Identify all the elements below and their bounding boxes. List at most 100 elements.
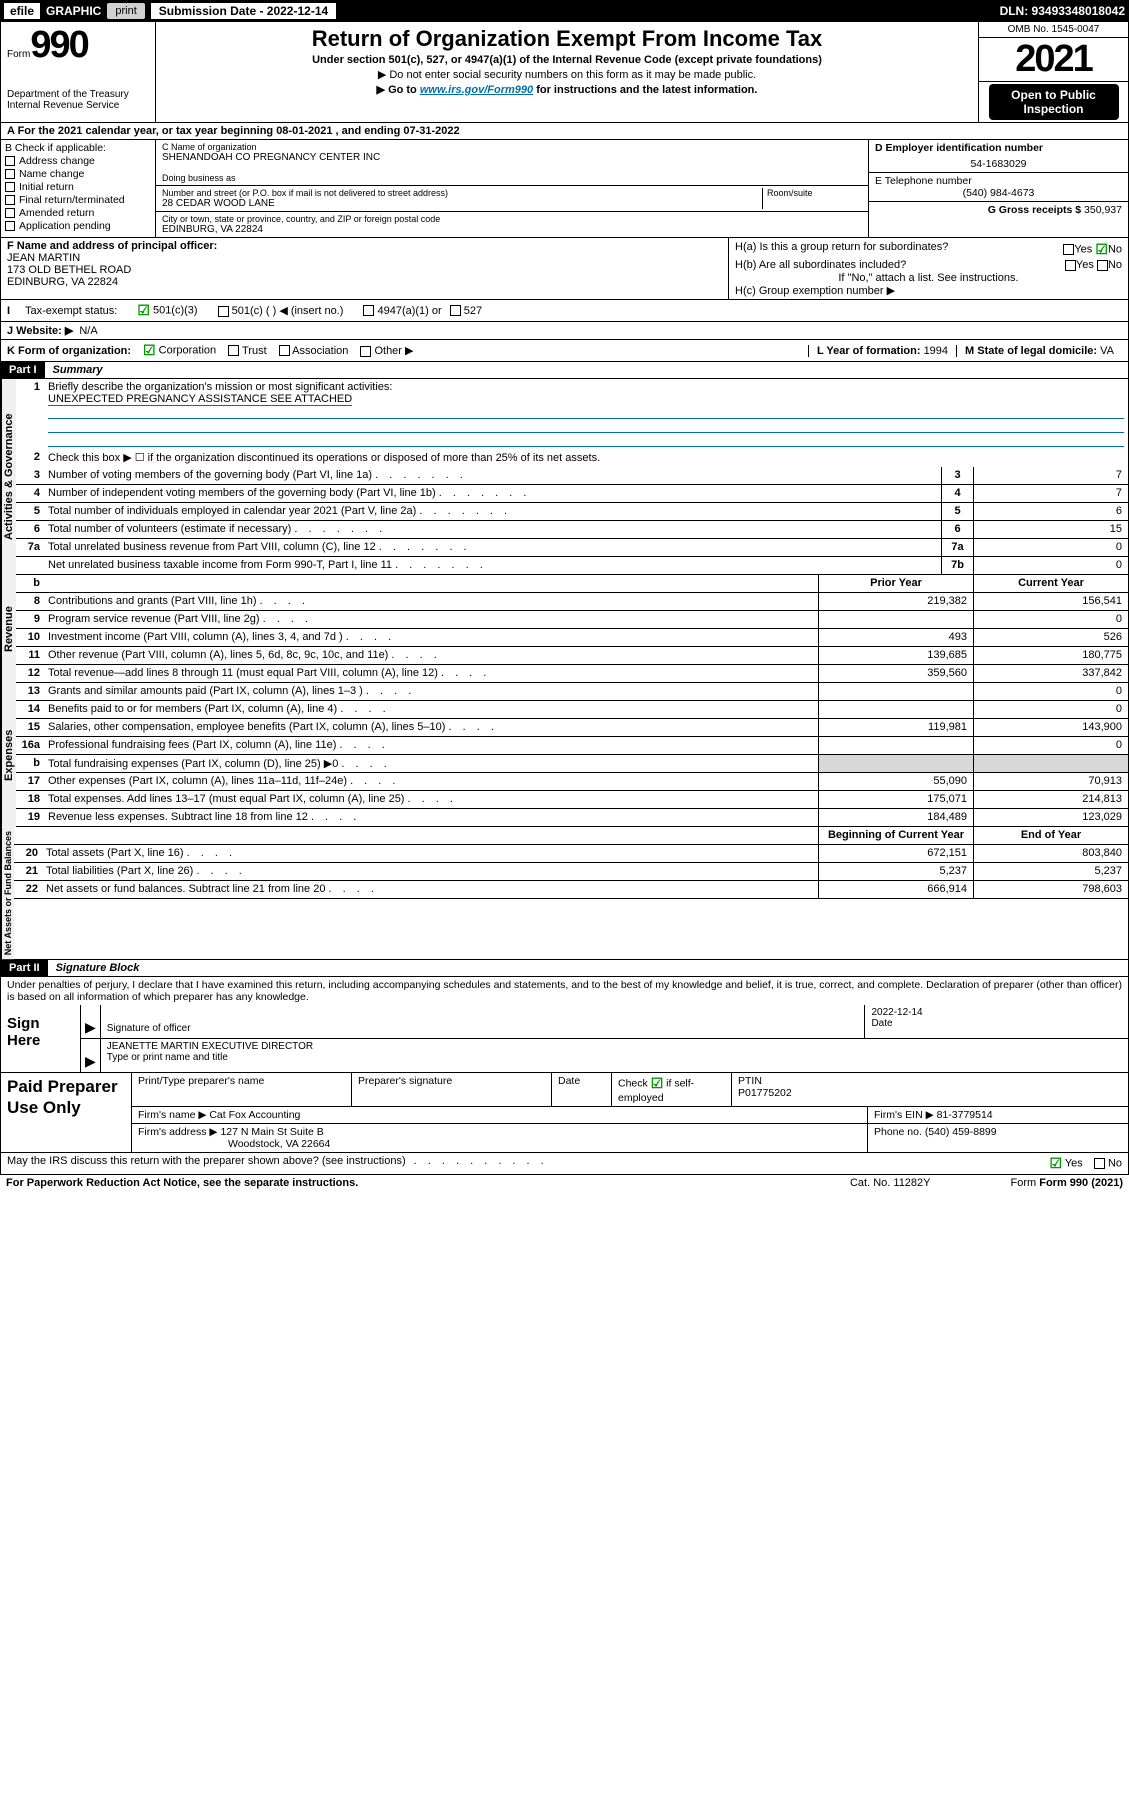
part1-title: Summary <box>45 362 111 378</box>
street-address: 28 CEDAR WOOD LANE <box>162 198 762 209</box>
check-applicable-label: B Check if applicable: <box>5 142 151 154</box>
ha-yes[interactable]: Yes <box>1074 243 1092 255</box>
discuss-label: May the IRS discuss this return with the… <box>7 1155 406 1172</box>
state-label: M State of legal domicile: <box>965 345 1097 357</box>
summary-row: 19Revenue less expenses. Subtract line 1… <box>16 809 1128 827</box>
firm-name: Cat Fox Accounting <box>209 1109 300 1121</box>
subtitle-3: ▶ Go to www.irs.gov/Form990 for instruct… <box>164 83 970 96</box>
irs-label: Internal Revenue Service <box>7 100 149 111</box>
header-mid: Return of Organization Exempt From Incom… <box>156 22 978 122</box>
form-footer: Form 990 (2021) <box>1039 1177 1123 1189</box>
other-opt[interactable]: Other ▶ <box>374 345 413 357</box>
website-value: N/A <box>79 325 97 337</box>
room-label: Room/suite <box>767 188 862 198</box>
summary-row: 10Investment income (Part VIII, column (… <box>16 629 1128 647</box>
paid-preparer-section: Paid Preparer Use Only Print/Type prepar… <box>0 1073 1129 1153</box>
527-opt[interactable]: 527 <box>464 305 482 317</box>
summary-row: 18Total expenses. Add lines 13–17 (must … <box>16 791 1128 809</box>
governance-label: Activities & Governance <box>1 379 16 575</box>
summary-row: 9Program service revenue (Part VIII, lin… <box>16 611 1128 629</box>
top-bar: efile GRAPHIC print Submission Date - 20… <box>0 0 1129 22</box>
discuss-no[interactable]: No <box>1108 1158 1122 1170</box>
ptin-label: PTIN <box>738 1075 762 1087</box>
header-row: Form990 Department of the Treasury Inter… <box>0 22 1129 123</box>
check-icon: ☑ <box>651 1075 664 1091</box>
part1-badge: Part I <box>1 362 45 378</box>
form-org-label: K Form of organization: <box>7 345 131 357</box>
ha-no[interactable]: No <box>1108 243 1122 255</box>
revenue-section: Revenue bPrior YearCurrent Year 8Contrib… <box>0 575 1129 683</box>
cat-no: Cat. No. 11282Y <box>850 1177 931 1189</box>
gross-value: 350,937 <box>1084 204 1122 216</box>
city-value: EDINBURG, VA 22824 <box>162 224 862 235</box>
firm-name-label: Firm's name ▶ <box>138 1109 206 1121</box>
print-button[interactable]: print <box>107 3 144 19</box>
sign-here-label: Sign Here <box>1 1005 81 1072</box>
prior-year-hdr: Prior Year <box>818 575 973 592</box>
tax-year-dates: A For the 2021 calendar year, or tax yea… <box>7 125 460 137</box>
check-icon: ☑ <box>1049 1155 1062 1171</box>
summary-row: 16aProfessional fundraising fees (Part I… <box>16 737 1128 755</box>
sig-date-label: Date <box>871 1018 892 1029</box>
col-b: B Check if applicable: Address change Na… <box>1 140 156 237</box>
summary-row: Net unrelated business taxable income fr… <box>16 557 1128 575</box>
row-k: K Form of organization: ☑ Corporation Tr… <box>0 340 1129 362</box>
year-form-val: 1994 <box>924 345 948 357</box>
summary-row: 22Net assets or fund balances. Subtract … <box>14 881 1128 899</box>
check-address[interactable]: Address change <box>5 155 151 167</box>
assoc-opt[interactable]: Association <box>292 345 348 357</box>
row-fh: F Name and address of principal officer:… <box>0 238 1129 300</box>
row-i: I Tax-exempt status: ☑ 501(c)(3) 501(c) … <box>0 300 1129 322</box>
trust-opt[interactable]: Trust <box>242 345 267 357</box>
corp-opt[interactable]: Corporation <box>159 344 216 356</box>
governance-section: Activities & Governance 1 Briefly descri… <box>0 379 1129 575</box>
officer-label: F Name and address of principal officer: <box>7 240 217 252</box>
form-prefix: Form <box>7 49 30 60</box>
graphic-label: GRAPHIC <box>46 4 101 18</box>
section-bcd: B Check if applicable: Address change Na… <box>0 140 1129 238</box>
open-line2: Inspection <box>993 102 1115 116</box>
expenses-section: Expenses 13Grants and similar amounts pa… <box>0 683 1129 827</box>
firm-ein-label: Firm's EIN ▶ <box>874 1109 934 1121</box>
check-initial[interactable]: Initial return <box>5 181 151 193</box>
type-name-label: Type or print name and title <box>107 1052 228 1063</box>
check-final[interactable]: Final return/terminated <box>5 194 151 206</box>
website-label: J Website: ▶ <box>7 324 73 337</box>
tax-status-label: Tax-exempt status: <box>25 305 117 317</box>
addr-label: Number and street (or P.O. box if mail i… <box>162 188 762 198</box>
dln-label: DLN: 93493348018042 <box>1000 4 1125 18</box>
officer-printed-name: JEANETTE MARTIN EXECUTIVE DIRECTOR <box>107 1041 1122 1052</box>
dots: . . . . . . . . . . <box>414 1155 548 1172</box>
header-right: OMB No. 1545-0047 2021 Open to Public In… <box>978 22 1128 122</box>
signature-section: Under penalties of perjury, I declare th… <box>0 977 1129 1073</box>
discuss-yes[interactable]: Yes <box>1065 1158 1083 1170</box>
hb-label: H(b) Are all subordinates included? <box>735 259 1065 271</box>
preparer-date-hdr: Date <box>552 1073 612 1106</box>
b-hdr: b <box>16 575 44 592</box>
penalty-text: Under penalties of perjury, I declare th… <box>1 977 1128 1005</box>
501c3-opt[interactable]: 501(c)(3) <box>153 304 198 316</box>
4947-opt[interactable]: 4947(a)(1) or <box>377 305 441 317</box>
officer-addr1: 173 OLD BETHEL ROAD <box>7 264 722 276</box>
irs-link[interactable]: www.irs.gov/Form990 <box>420 84 533 96</box>
row-a: A For the 2021 calendar year, or tax yea… <box>0 123 1129 140</box>
hb-no[interactable]: No <box>1108 259 1122 271</box>
summary-row: 7aTotal unrelated business revenue from … <box>16 539 1128 557</box>
check-pending[interactable]: Application pending <box>5 220 151 232</box>
hb-yes[interactable]: Yes <box>1076 259 1094 271</box>
part2-badge: Part II <box>1 960 48 976</box>
summary-row: 15Salaries, other compensation, employee… <box>16 719 1128 737</box>
check-if-label: Check <box>618 1077 648 1089</box>
efile-badge: efile <box>4 3 40 19</box>
gross-label: G Gross receipts $ <box>988 204 1081 216</box>
summary-row: 5Total number of individuals employed in… <box>16 503 1128 521</box>
ein-value: 54-1683029 <box>875 158 1122 170</box>
state-val: VA <box>1100 345 1114 357</box>
check-name[interactable]: Name change <box>5 168 151 180</box>
form-number: 990 <box>30 24 87 66</box>
row-j: J Website: ▶ N/A <box>0 322 1129 340</box>
check-amended[interactable]: Amended return <box>5 207 151 219</box>
501c-opt[interactable]: 501(c) ( ) ◀ (insert no.) <box>232 305 344 317</box>
mission-label: Briefly describe the organization's miss… <box>48 381 392 393</box>
col-c: C Name of organization SHENANDOAH CO PRE… <box>156 140 868 237</box>
